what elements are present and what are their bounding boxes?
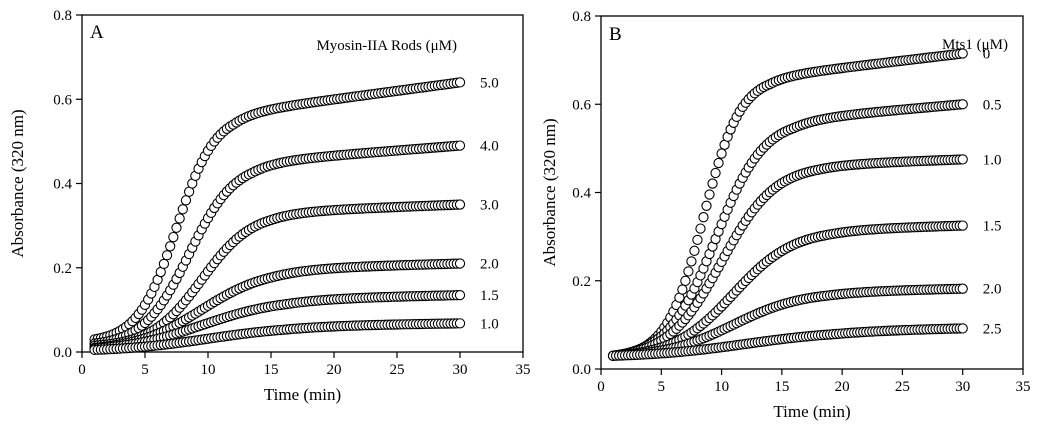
series-label: 4.0 — [480, 139, 499, 155]
y-tick-label: 0.0 — [572, 362, 591, 378]
series-5.0 — [89, 77, 466, 345]
x-axis-title: Time (min) — [773, 402, 850, 421]
data-point — [957, 99, 968, 110]
x-tick-label: 10 — [201, 362, 216, 378]
data-point — [957, 48, 968, 59]
series-label: 2.0 — [983, 282, 1002, 298]
x-tick-label: 0 — [78, 362, 86, 378]
panel-letter: A — [90, 22, 104, 43]
chart-panel-b: 0 5 10 15 20 25 30 35 0.0 0.2 0.4 0.6 0.8 Time (min) A… — [540, 9, 1031, 421]
series-label: 1.5 — [983, 219, 1002, 235]
series-1.0 — [607, 154, 968, 361]
y-tick-label: 0.2 — [572, 274, 591, 290]
x-tick-label: 30 — [453, 362, 468, 378]
data-point — [161, 250, 173, 261]
y-tick-label: 0.8 — [53, 8, 72, 24]
y-tick-label: 0.4 — [53, 177, 72, 193]
x-tick-label: 20 — [327, 362, 342, 378]
y-tick-label: 0.0 — [53, 345, 72, 361]
data-point — [701, 200, 712, 211]
series-1.5 — [607, 220, 968, 361]
series-1.0 — [89, 318, 466, 356]
data-point — [174, 213, 185, 224]
x-tick-label: 25 — [390, 362, 405, 378]
data-point — [957, 220, 968, 231]
data-point — [957, 323, 968, 334]
series-0 — [607, 48, 968, 361]
data-point — [713, 157, 724, 169]
data-point — [692, 234, 703, 246]
x-tick-label: 0 — [597, 379, 605, 395]
data-point — [680, 275, 691, 286]
y-tick-label: 0.8 — [572, 9, 591, 25]
chart-panel-a: 0 5 10 15 20 25 30 35 0.0 0.2 0.4 0.6 0.8 Time (min) A… — [8, 8, 531, 404]
x-tick-label: 5 — [141, 362, 149, 378]
data-point — [716, 148, 727, 159]
data-point — [695, 223, 706, 234]
series-2.5 — [607, 323, 968, 361]
x-tick-label: 15 — [774, 379, 789, 395]
data-point — [180, 195, 192, 206]
series-label: 1.0 — [480, 316, 499, 332]
data-point — [165, 241, 176, 252]
data-point — [158, 258, 170, 270]
data-point — [454, 258, 466, 269]
data-point — [177, 204, 188, 215]
series-label: 3.0 — [480, 198, 499, 214]
x-tick-label: 15 — [264, 362, 279, 378]
data-point — [698, 212, 709, 223]
x-tick-label: 5 — [658, 379, 666, 395]
data-point — [171, 222, 182, 233]
legend-title: Myosin-IIA Rods (μM) — [316, 38, 457, 54]
series-label: 0.5 — [983, 97, 1002, 113]
series-0.5 — [607, 99, 968, 361]
data-point — [686, 256, 697, 267]
y-axis-title: Absorbance (320 nm) — [540, 118, 559, 266]
data-point — [454, 140, 466, 151]
data-point — [957, 154, 968, 165]
series-label: 2.0 — [480, 257, 499, 273]
series-4.0 — [89, 140, 466, 349]
data-point — [707, 178, 718, 189]
x-tick-label: 10 — [714, 379, 729, 395]
data-point — [957, 283, 968, 294]
data-point — [710, 167, 721, 179]
data-point — [689, 245, 700, 256]
series-label: 1.0 — [983, 152, 1002, 168]
series-label: 0 — [983, 47, 991, 63]
y-tick-label: 0.2 — [53, 261, 72, 277]
data-point — [454, 318, 466, 329]
series-label: 2.5 — [983, 321, 1002, 337]
x-tick-label: 25 — [895, 379, 910, 395]
x-axis-title: Time (min) — [264, 385, 341, 404]
data-point — [454, 77, 466, 88]
data-point — [454, 289, 466, 301]
panel-letter: B — [609, 24, 622, 45]
data-point — [704, 189, 715, 200]
x-tick-label: 35 — [516, 362, 531, 378]
x-tick-label: 20 — [835, 379, 850, 395]
y-tick-label: 0.6 — [572, 97, 591, 113]
series-label: 1.5 — [480, 288, 499, 304]
y-tick-label: 0.4 — [572, 186, 591, 202]
data-point — [454, 199, 466, 210]
data-point — [683, 266, 694, 277]
y-axis-title: Absorbance (320 nm) — [8, 109, 27, 257]
data-point — [168, 231, 179, 243]
y-tick-label: 0.6 — [53, 92, 72, 108]
x-tick-label: 35 — [1016, 379, 1031, 395]
data-point — [677, 284, 688, 295]
series-label: 5.0 — [480, 75, 499, 91]
x-tick-label: 30 — [955, 379, 970, 395]
